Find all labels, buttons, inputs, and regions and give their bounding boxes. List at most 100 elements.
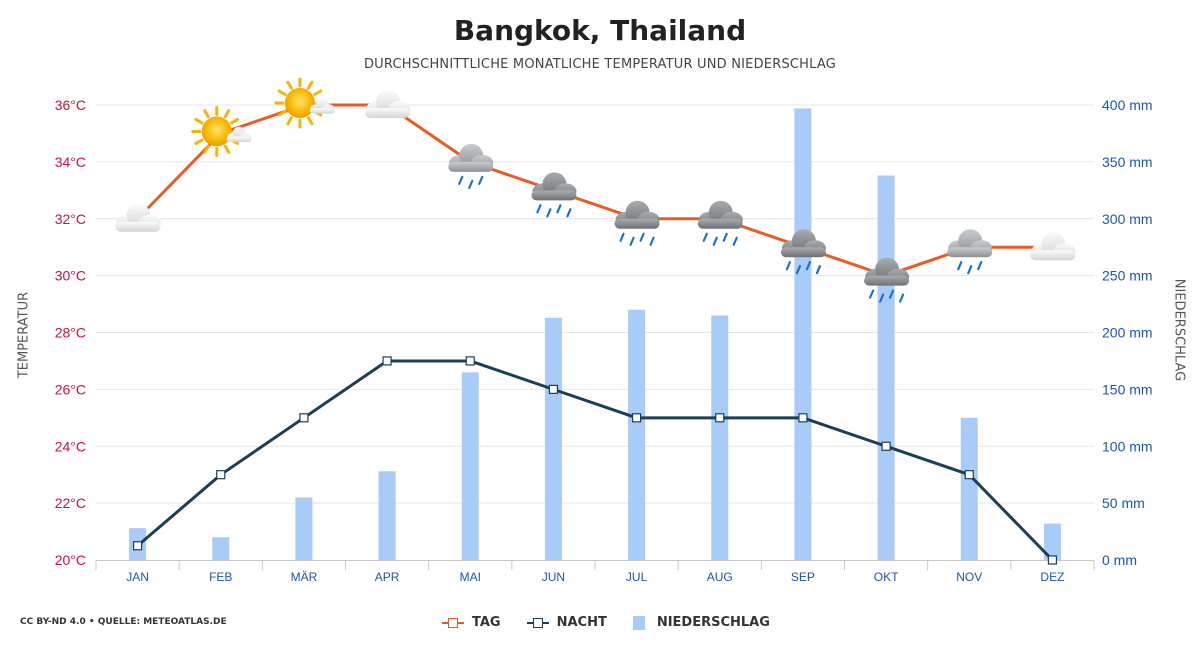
y2-tick-label: 300 mm xyxy=(1102,211,1153,227)
y2-tick-label: 200 mm xyxy=(1102,325,1153,341)
x-tick-label: OKT xyxy=(874,570,899,584)
y-tick-label: 20°C xyxy=(55,552,86,568)
x-tick-label: SEP xyxy=(791,570,815,584)
y-axis-left-title: TEMPERATUR xyxy=(16,291,32,379)
weather-icon-cloudy xyxy=(365,90,411,118)
x-tick-label: APR xyxy=(375,570,400,584)
night-marker xyxy=(465,356,475,366)
x-tick-label: NOV xyxy=(956,570,982,584)
rain-drop xyxy=(478,175,484,185)
weather-icon-rain xyxy=(864,257,910,303)
rain-drop xyxy=(878,293,885,303)
cloud-part xyxy=(226,136,252,143)
night-marker xyxy=(216,470,226,480)
sun-ray xyxy=(223,144,231,154)
precip-bar xyxy=(960,417,978,560)
legend-night-label: NACHT xyxy=(556,615,607,630)
sun-ray xyxy=(313,89,323,96)
sun-ray xyxy=(286,80,293,90)
sun-ray xyxy=(306,80,314,90)
weather-icon-partly-sunny xyxy=(191,105,252,157)
source-credit: CC BY-ND 4.0 • QUELLE: METEOATLAS.DE xyxy=(20,617,227,627)
axis-ticks: 20°C 22°C 24°C 26°C 28°C 30°C 32°C 34°C 36°C 0 mm… xyxy=(55,97,1153,584)
y2-tick-label: 50 mm xyxy=(1102,495,1145,511)
rain-drop xyxy=(702,232,708,242)
chart-subtitle: DURCHSCHNITTLICHE MONATLICHE TEMPERATUR … xyxy=(363,57,837,72)
precip-bar xyxy=(1043,523,1061,560)
y-tick-label: 22°C xyxy=(55,495,86,511)
legend-precip-swatch xyxy=(632,615,645,630)
night-marker xyxy=(382,356,392,366)
x-tick-label: MAI xyxy=(460,570,481,584)
legend-item-precip[interactable]: NIEDERSCHLAG xyxy=(632,615,770,630)
rain-drop xyxy=(639,232,645,242)
x-tick-label: FEB xyxy=(209,570,232,584)
sun-disc xyxy=(284,88,315,118)
legend-day-swatch xyxy=(442,617,464,629)
y2-tick-label: 100 mm xyxy=(1102,438,1153,454)
night-marker xyxy=(1047,555,1058,565)
y-tick-label: 34°C xyxy=(55,154,86,170)
legend-night-swatch xyxy=(526,617,549,629)
rain-drop xyxy=(546,208,552,218)
precip-bar xyxy=(628,309,646,560)
x-tick-label: DEZ xyxy=(1040,570,1064,584)
cloud-part xyxy=(115,221,161,232)
y2-tick-label: 250 mm xyxy=(1102,268,1153,284)
weather-icon-partly-sunny xyxy=(274,77,335,129)
y-axis-right-title: NIEDERSCHLAG xyxy=(1171,278,1187,382)
sun-ray xyxy=(277,110,287,117)
weather-icon-rain xyxy=(531,172,577,218)
weather-icon-cloudy xyxy=(1030,232,1076,261)
sun-ray xyxy=(194,117,204,125)
rain-drop xyxy=(815,265,822,275)
rain-drop xyxy=(629,236,635,246)
rain-drop xyxy=(458,175,464,185)
weather-icon-rain xyxy=(780,229,826,275)
x-tick-label: AUG xyxy=(707,570,733,584)
y-tick-label: 26°C xyxy=(55,381,86,397)
night-marker xyxy=(548,384,559,394)
cloud-part xyxy=(309,108,335,114)
sun-ray xyxy=(223,109,231,119)
cloud-part xyxy=(697,218,743,229)
weather-icon-cloudy xyxy=(115,203,161,232)
legend-item-day[interactable]: TAG xyxy=(442,615,501,630)
cloud-part xyxy=(365,108,411,118)
sun-ray xyxy=(203,109,210,119)
precip-bar xyxy=(544,317,562,560)
y-tick-label: 28°C xyxy=(55,325,86,341)
rain-drop xyxy=(868,289,875,299)
y2-tick-label: 150 mm xyxy=(1102,381,1153,397)
weather-icon-rain xyxy=(614,200,660,246)
night-marker xyxy=(964,470,974,480)
rain-drop xyxy=(977,261,983,271)
night-marker xyxy=(798,413,808,423)
rain-drop xyxy=(732,236,738,246)
rain-drop xyxy=(888,289,895,299)
rain-drop xyxy=(468,179,474,189)
legend-item-night[interactable]: NACHT xyxy=(526,615,607,630)
legend: TAG NACHT NIEDERSCHLAG xyxy=(442,615,770,630)
night-marker xyxy=(715,413,725,423)
x-tick-label: JAN xyxy=(126,570,149,584)
night-line xyxy=(136,359,1054,562)
rain-drop xyxy=(967,265,973,275)
rain-drop xyxy=(957,261,963,271)
rain-drop xyxy=(785,261,792,271)
weather-icon-rain-light xyxy=(947,229,993,275)
sun-ray xyxy=(194,138,204,145)
rain-drop xyxy=(619,232,625,242)
precip-bars xyxy=(129,108,1061,560)
sun-disc xyxy=(201,116,232,147)
rain-drop xyxy=(805,261,812,271)
rain-drop xyxy=(898,293,905,303)
cloud-part xyxy=(947,247,993,258)
y2-tick-label: 400 mm xyxy=(1102,97,1153,113)
x-tick-label: JUN xyxy=(542,570,565,584)
night-marker xyxy=(132,541,143,551)
chart-title: Bangkok, Thailand xyxy=(453,14,747,47)
precip-bar xyxy=(295,497,313,560)
